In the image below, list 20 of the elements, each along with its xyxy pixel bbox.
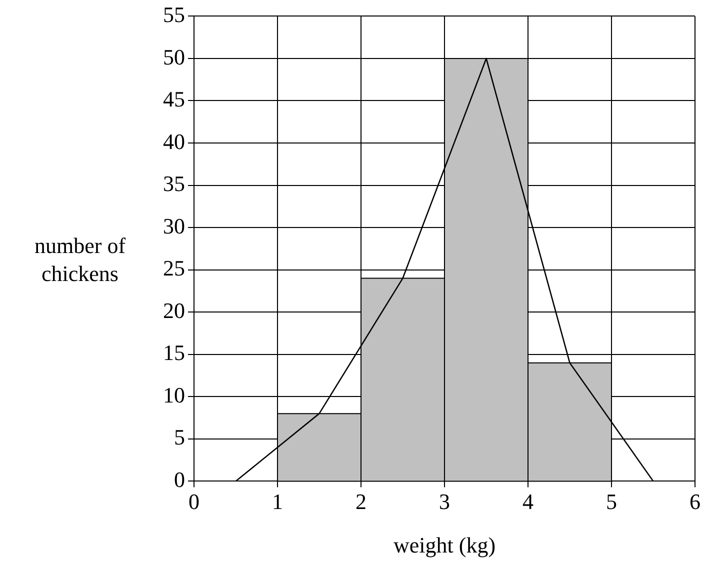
y-tick-label: 20: [163, 298, 185, 323]
y-tick-label: 0: [174, 466, 185, 492]
x-tick-label: 5: [606, 489, 617, 514]
y-tick-label: 45: [163, 86, 185, 112]
x-tick-label: 2: [356, 489, 366, 514]
y-tick-label: 40: [163, 128, 185, 154]
x-tick-label: 6: [690, 489, 700, 514]
y-axis-title: number of chickens: [33, 232, 127, 288]
y-tick-label: 10: [163, 382, 185, 408]
y-tick-label: 15: [163, 340, 185, 366]
y-tick-label: 5: [174, 424, 185, 450]
x-tick-label: 3: [439, 489, 450, 514]
y-tick-label: 55: [163, 2, 185, 27]
x-tick-label: 4: [522, 489, 534, 514]
y-tick-label: 35: [163, 171, 185, 196]
x-tick-label: 1: [272, 489, 283, 514]
y-tick-label: 25: [163, 256, 185, 281]
y-tick-label: 50: [163, 44, 185, 70]
x-axis-title: weight (kg): [393, 532, 496, 558]
y-tick-label: 30: [163, 213, 185, 238]
